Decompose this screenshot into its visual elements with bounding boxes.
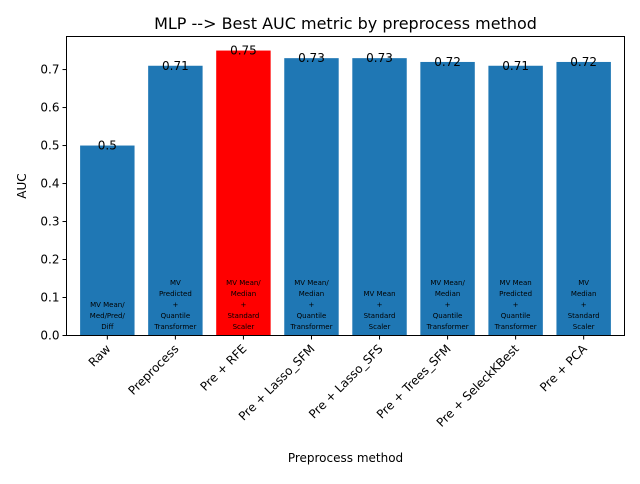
y-axis-label: AUC bbox=[15, 173, 29, 198]
bar-annotation-line: Med/Pred/ bbox=[90, 312, 126, 320]
x-axis-label: Preprocess method bbox=[288, 451, 403, 465]
bar-value-label: 0.5 bbox=[98, 139, 117, 153]
y-tick-label: 0.6 bbox=[40, 101, 59, 115]
bar-annotation-line: MV bbox=[170, 279, 181, 287]
y-tick-label: 0.5 bbox=[40, 139, 59, 153]
bar-value-label: 0.71 bbox=[502, 59, 529, 73]
bar-annotation-line: + bbox=[240, 301, 246, 309]
bar-annotation-line: Scaler bbox=[233, 323, 255, 331]
y-tick-label: 0.4 bbox=[40, 177, 59, 191]
bar-annotation-line: + bbox=[581, 301, 587, 309]
bar-annotation-line: MV Mean bbox=[363, 290, 395, 298]
bar-value-label: 0.72 bbox=[434, 55, 461, 69]
y-axis: 0.0 0.1 0.2 0.3 0.4 0.5 0.6 0.7 bbox=[40, 63, 67, 343]
bar bbox=[556, 61, 611, 336]
bar-annotation-line: Transformer bbox=[494, 323, 537, 331]
bar-annotation-line: MV Mean/ bbox=[430, 279, 465, 287]
bar-annotation-line: Predicted bbox=[499, 290, 532, 298]
bar-annotation-line: Median bbox=[231, 290, 256, 298]
chart-title: MLP --> Best AUC metric by preprocess me… bbox=[154, 14, 537, 33]
bar-annotation-line: + bbox=[445, 301, 451, 309]
bar-annotation-line: Quantile bbox=[433, 312, 463, 320]
bar-annotation-line: Quantile bbox=[501, 312, 531, 320]
bar-annotation-line: MV Mean/ bbox=[294, 279, 329, 287]
bar-annotation-line: Standard bbox=[364, 312, 396, 320]
x-tick-label: Raw bbox=[86, 342, 114, 370]
bar bbox=[420, 61, 475, 336]
bar-annotation-line: + bbox=[172, 301, 178, 309]
bar-annotations-group: MV Mean/Med/Pred/Diff MV Predicted + Quantil… bbox=[90, 279, 600, 331]
bar-annotation-line: Median bbox=[571, 290, 596, 298]
bars-group bbox=[80, 50, 611, 336]
bar-value-label: 0.75 bbox=[230, 44, 257, 58]
x-tick-label: Preprocess bbox=[125, 342, 181, 398]
value-labels-group: 0.5 0.71 0.75 0.73 0.73 0.72 0.71 0.72 bbox=[98, 44, 597, 153]
bar-annotation-line: Quantile bbox=[297, 312, 327, 320]
bar-value-label: 0.73 bbox=[366, 51, 393, 65]
bar-annotation-line: Quantile bbox=[161, 312, 191, 320]
bar bbox=[216, 50, 271, 336]
plot-area-frame bbox=[66, 36, 625, 336]
bar-annotation-line: MV Mean/ bbox=[226, 279, 261, 287]
bar-annotation-line: Standard bbox=[568, 312, 600, 320]
bar-value-label: 0.71 bbox=[162, 59, 189, 73]
bar-annotation-line: + bbox=[309, 301, 315, 309]
bar-annotation-line: Transformer bbox=[153, 323, 196, 331]
bar-annotation-line: Predicted bbox=[159, 290, 192, 298]
bar bbox=[488, 65, 543, 336]
bar-annotation-line: Median bbox=[299, 290, 324, 298]
y-tick-label: 0.2 bbox=[40, 253, 59, 267]
x-tick-label: Pre + PCA bbox=[537, 341, 590, 394]
y-tick-label: 0.7 bbox=[40, 63, 59, 77]
bar-annotation-line: MV bbox=[578, 279, 589, 287]
bar bbox=[284, 58, 339, 336]
x-tick-label: Pre + Trees_SFM bbox=[374, 342, 454, 422]
bar-value-label: 0.73 bbox=[298, 51, 325, 65]
bar-annotation-line: Scaler bbox=[369, 323, 391, 331]
bar-annotation-line: + bbox=[513, 301, 519, 309]
bar-value-label: 0.72 bbox=[570, 55, 597, 69]
x-tick-label: Pre + RFE bbox=[198, 342, 250, 394]
y-tick-label: 0.1 bbox=[40, 291, 59, 305]
y-tick-label: 0.3 bbox=[40, 215, 59, 229]
bar-annotation-line: MV Mean/ bbox=[90, 301, 125, 309]
bar-annotation-line: Standard bbox=[227, 312, 259, 320]
bar bbox=[80, 145, 135, 336]
bar bbox=[148, 65, 203, 336]
bar-annotation-line: Transformer bbox=[289, 323, 332, 331]
x-tick-label: Pre + Lasso_SFS bbox=[306, 342, 386, 422]
bar-annotation-line: + bbox=[377, 301, 383, 309]
bar-annotation-line: Median bbox=[435, 290, 460, 298]
bar-annotation-line: Scaler bbox=[573, 323, 595, 331]
y-tick-label: 0.0 bbox=[40, 329, 59, 343]
bar-annotation-line: Transformer bbox=[426, 323, 469, 331]
bar bbox=[352, 58, 407, 336]
bar-annotation-line: MV Mean bbox=[500, 279, 532, 287]
bar-annotation-line: Diff bbox=[101, 323, 113, 331]
